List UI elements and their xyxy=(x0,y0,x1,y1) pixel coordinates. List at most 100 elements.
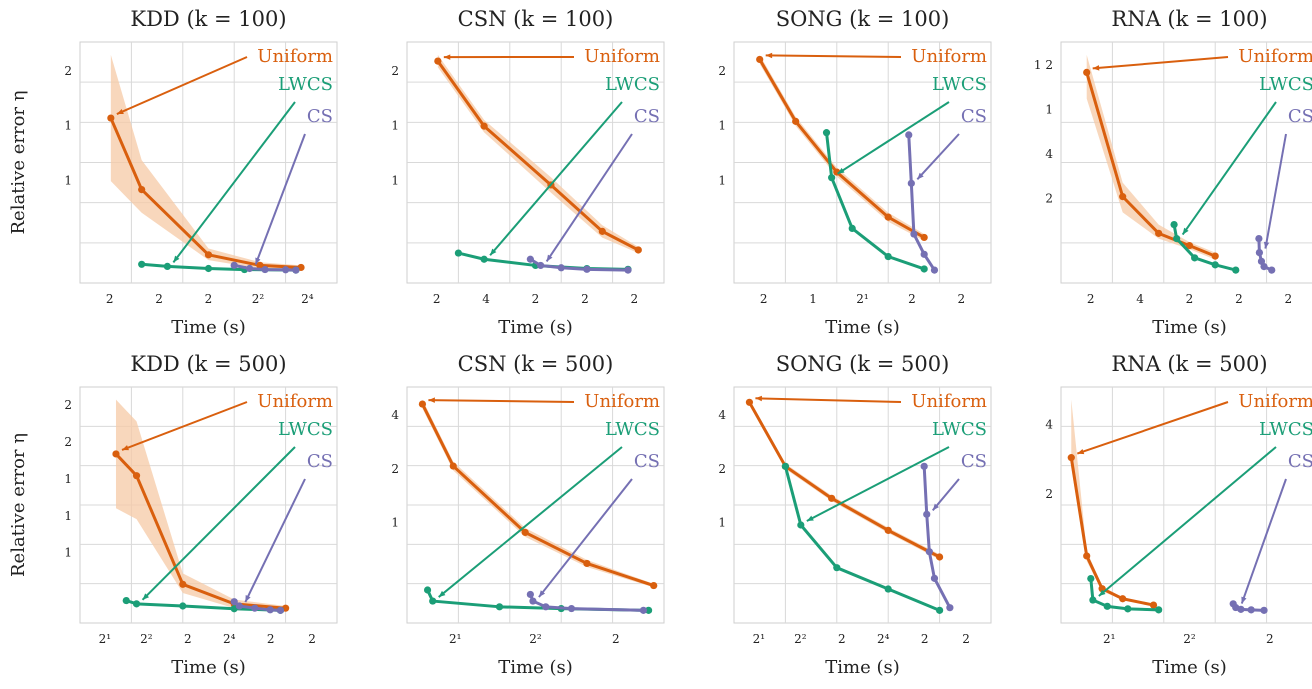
y-tick-label: 1 xyxy=(1045,102,1053,116)
data-point-cs xyxy=(230,261,238,269)
data-point-lwcs xyxy=(1191,254,1199,262)
arrowhead-uniform xyxy=(121,445,129,451)
data-point-lwcs xyxy=(179,602,187,610)
data-point-lwcs xyxy=(1232,266,1240,274)
x-tick-label: 2 xyxy=(1087,292,1095,306)
data-point-cs xyxy=(1255,248,1264,257)
x-tick-label: 2¹ xyxy=(753,632,765,646)
data-point-uniform xyxy=(650,581,658,590)
x-tick-label: 2¹ xyxy=(449,632,461,646)
arrowhead-uniform xyxy=(428,397,435,403)
annotation-arrow-uniform xyxy=(428,399,575,403)
x-tick-label: 2⁴ xyxy=(301,292,314,306)
x-tick-label: 2 xyxy=(155,292,163,306)
data-point-lwcs xyxy=(204,264,213,273)
data-point-cs xyxy=(266,606,274,614)
annotation-uniform: Uniform xyxy=(911,46,987,67)
y-tick-label: 1 xyxy=(718,515,726,529)
data-point-cs xyxy=(920,250,928,258)
data-point-lwcs xyxy=(828,174,836,182)
y-tick-label: 4 xyxy=(1045,418,1053,432)
arrowhead-lwcs xyxy=(1098,589,1106,597)
x-axis-label: Time (s) xyxy=(171,317,246,338)
x-tick-label: 2 xyxy=(532,292,540,306)
annotation-arrow-uniform xyxy=(1076,401,1229,455)
data-point-cs xyxy=(1237,605,1245,613)
y-tick-label: 2 xyxy=(64,398,72,412)
x-tick-label: 4 xyxy=(482,292,490,306)
x-tick-label: 2² xyxy=(140,632,153,646)
data-point-uniform xyxy=(112,450,120,458)
annotation-arrow-uniform xyxy=(121,401,248,451)
arrowhead-lwcs xyxy=(806,515,814,522)
data-point-uniform xyxy=(583,559,591,568)
x-tick-label: 2 xyxy=(581,292,589,306)
x-tick-label: 4 xyxy=(1136,292,1144,306)
data-point-cs xyxy=(246,264,254,273)
y-tick-label: 2 xyxy=(718,64,726,78)
y-tick-label: 1 xyxy=(64,472,72,486)
annotation-arrow-lwcs xyxy=(489,101,623,256)
x-axis-label: Time (s) xyxy=(825,657,900,678)
annotation-uniform: Uniform xyxy=(1238,391,1312,412)
x-tick-label: 2¹ xyxy=(856,292,868,306)
x-tick-label: 2 xyxy=(612,632,620,646)
arrowhead-uniform xyxy=(1092,65,1100,71)
annotation-arrow-cs xyxy=(916,133,960,181)
arrowhead-cs xyxy=(538,590,546,598)
data-point-uniform xyxy=(434,57,442,65)
annotation-arrow-cs xyxy=(254,133,306,265)
data-point-cs xyxy=(526,590,534,599)
x-tick-label: 2² xyxy=(1183,632,1196,646)
arrowhead-uniform xyxy=(755,395,762,402)
arrowhead-cs xyxy=(1263,241,1270,249)
y-tick-label: 1 xyxy=(718,173,726,187)
data-point-cs xyxy=(235,602,243,610)
annotation-lwcs: LWCS xyxy=(278,74,333,95)
data-point-uniform xyxy=(745,398,754,406)
data-point-uniform xyxy=(449,462,457,470)
arrowhead-lwcs xyxy=(490,248,497,256)
data-point-lwcs xyxy=(1211,261,1219,269)
annotation-uniform: Uniform xyxy=(257,46,333,67)
annotation-arrow-cs xyxy=(931,478,960,511)
x-axis-label: Time (s) xyxy=(498,317,573,338)
y-tick-label: 1 xyxy=(718,119,726,133)
x-tick-label: 2 xyxy=(205,292,213,306)
data-point-cs xyxy=(1255,234,1263,243)
x-tick-label: 2 xyxy=(962,632,970,646)
annotation-cs: CS xyxy=(961,451,987,472)
x-tick-label: 2 xyxy=(1285,292,1293,306)
data-point-cs xyxy=(567,604,576,613)
x-axis-label: Time (s) xyxy=(825,317,900,338)
subplot-8: RNA (k = 500) Time (s) 2¹ 2² 2 4 2 Uniform LWCS C… xyxy=(1045,352,1312,678)
data-point-cs xyxy=(920,462,928,470)
data-point-uniform xyxy=(884,213,892,221)
x-tick-label: 2² xyxy=(252,292,265,306)
annotation-arrow-cs xyxy=(538,478,633,598)
data-point-lwcs xyxy=(848,224,856,233)
annotation-arrow-lwcs xyxy=(1098,446,1277,597)
data-point-cs xyxy=(230,598,238,606)
x-tick-label: 2² xyxy=(529,632,542,646)
data-point-cs xyxy=(624,266,632,274)
y-axis-label: Relative error η xyxy=(8,90,29,234)
arrowhead-cs xyxy=(245,595,251,603)
data-point-uniform xyxy=(936,553,944,561)
data-point-cs xyxy=(557,264,565,272)
x-tick-label: 2¹ xyxy=(99,632,111,646)
data-point-uniform xyxy=(756,55,764,64)
x-tick-label: 2⁴ xyxy=(877,632,890,646)
annotation-uniform: Uniform xyxy=(584,391,660,412)
x-axis-label: Time (s) xyxy=(1152,657,1227,678)
annotation-arrow-uniform xyxy=(1092,56,1229,70)
arrowhead-cs xyxy=(1241,596,1247,604)
data-point-cs xyxy=(930,574,939,582)
y-tick-label: 4 xyxy=(1045,147,1053,161)
data-point-uniform xyxy=(179,580,187,588)
arrowhead-uniform xyxy=(765,52,773,59)
annotation-arrow-lwcs xyxy=(172,101,296,264)
arrowhead-lwcs xyxy=(438,590,446,598)
x-tick-label: 2² xyxy=(794,632,807,646)
annotation-lwcs: LWCS xyxy=(605,74,660,95)
